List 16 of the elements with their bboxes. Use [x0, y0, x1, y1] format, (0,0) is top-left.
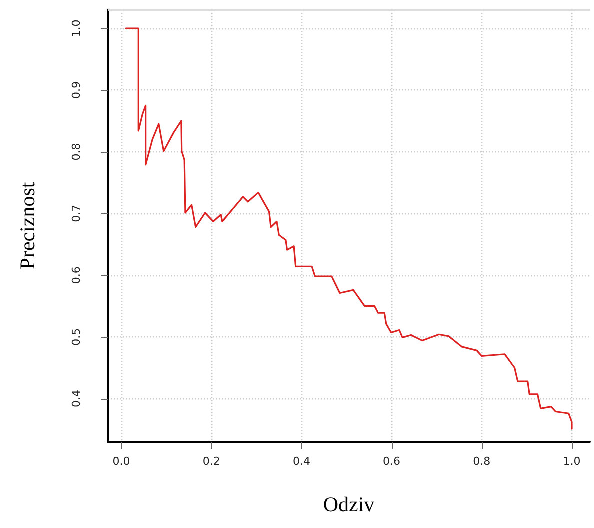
- y-tick-label: 1.0: [70, 20, 83, 38]
- x-tick-label: 0.6: [383, 455, 401, 468]
- y-tick-label: 0.7: [70, 204, 83, 222]
- y-tick-label: 0.9: [70, 81, 83, 99]
- x-axis-title: Odziv: [323, 492, 376, 516]
- y-axis-title: Preciznost: [16, 182, 40, 270]
- y-tick-label: 0.4: [70, 390, 83, 408]
- line-series: [125, 28, 573, 430]
- y-tick-label: 0.5: [70, 328, 83, 346]
- y-tick-label: 0.6: [70, 266, 83, 284]
- x-tick-label: 0.4: [292, 455, 310, 468]
- x-tick-label: 1.0: [563, 455, 581, 468]
- x-tick-label: 0.8: [473, 455, 491, 468]
- x-tick-label: 0.0: [112, 455, 130, 468]
- x-tick-label: 0.2: [202, 455, 220, 468]
- y-tick-label: 0.8: [70, 143, 83, 161]
